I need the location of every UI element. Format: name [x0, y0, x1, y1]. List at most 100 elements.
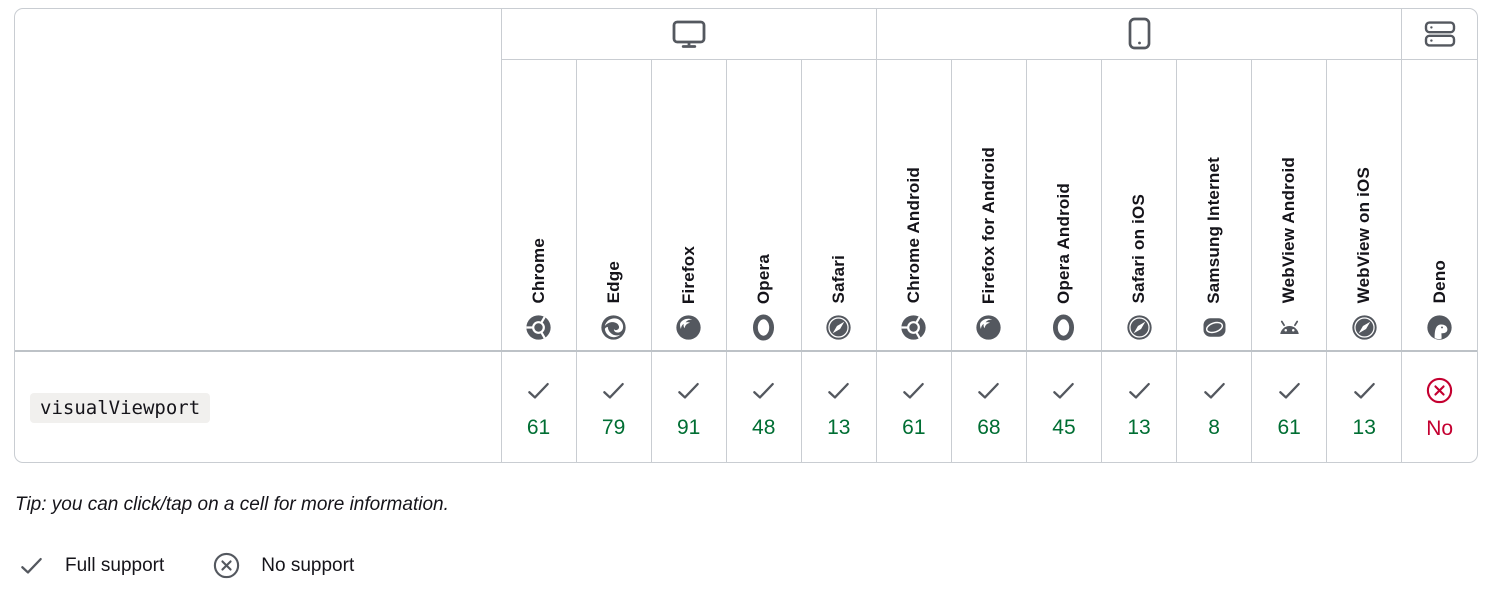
support-cell-webview-android[interactable]: 61 [1251, 351, 1327, 462]
check-icon [1201, 377, 1228, 404]
cross-circle-icon [212, 551, 241, 580]
support-cell-safari-on-ios[interactable]: 13 [1100, 351, 1177, 462]
check-icon [525, 377, 552, 404]
support-version: 45 [1052, 416, 1076, 439]
platform-group-server [1401, 9, 1477, 60]
support-cell-firefox-for-android[interactable]: 68 [950, 351, 1027, 462]
corner-cell [15, 9, 501, 352]
browser-column-chrome-android: Chrome Android [875, 59, 952, 352]
browser-column-opera: Opera [725, 59, 802, 352]
browser-column-safari-on-ios: Safari on iOS [1100, 59, 1177, 352]
feature-support-row: visualViewport 61 79 91 48 13 61 68 45 13 8 61 13 No [15, 351, 1477, 462]
cross-circle-icon [1425, 376, 1454, 405]
browser-label: Chrome [528, 238, 548, 304]
browser-label: Chrome Android [903, 167, 923, 304]
check-icon [600, 377, 627, 404]
check-icon [825, 377, 852, 404]
support-cell-deno[interactable]: No [1401, 351, 1477, 462]
support-version: 8 [1208, 416, 1220, 439]
support-yes: 61 [1252, 377, 1326, 438]
browser-column-chrome: Chrome [500, 59, 577, 352]
legend-item-no-support: No support [212, 551, 354, 580]
support-cell-edge[interactable]: 79 [575, 351, 652, 462]
support-cell-safari[interactable]: 13 [800, 351, 877, 462]
support-cell-samsung-internet[interactable]: 8 [1176, 351, 1252, 462]
browser-column-webview-android: WebView Android [1251, 59, 1327, 352]
browser-column-firefox: Firefox [650, 59, 727, 352]
support-yes: 61 [502, 377, 576, 438]
support-yes: 79 [577, 377, 651, 438]
platform-server-wrap [1424, 20, 1456, 48]
browser-header-firefox-for-android: Firefox for Android [952, 60, 1026, 350]
support-yes: 13 [1327, 377, 1401, 438]
browser-header-safari: Safari [802, 60, 876, 350]
browser-label: Firefox [678, 245, 698, 304]
samsung-icon [1201, 314, 1228, 341]
support-cell-webview-on-ios[interactable]: 13 [1326, 351, 1402, 462]
browser-compat-table: Chrome Edge Firefox Opera Safari Chrome Andro… [15, 9, 1477, 462]
support-cell-chrome[interactable]: 61 [500, 351, 577, 462]
browser-column-webview-on-ios: WebView on iOS [1326, 59, 1402, 352]
chrome-icon [525, 314, 552, 341]
support-version: No [1426, 417, 1454, 440]
check-icon [1050, 377, 1077, 404]
safari-icon [825, 314, 852, 341]
browser-header-webview-on-ios: WebView on iOS [1327, 60, 1401, 350]
platform-group-desktop [500, 9, 877, 60]
support-version: 13 [1127, 416, 1151, 439]
support-yes: 8 [1177, 377, 1251, 438]
legend-item-full-support: Full support [18, 552, 164, 579]
support-yes: 68 [952, 377, 1026, 438]
browser-header-samsung-internet: Samsung Internet [1177, 60, 1251, 350]
feature-name-cell: visualViewport [15, 351, 501, 462]
opera-icon [1050, 314, 1077, 341]
browser-header-opera: Opera [727, 60, 801, 350]
support-cell-firefox[interactable]: 91 [650, 351, 727, 462]
browser-column-opera-android: Opera Android [1025, 59, 1102, 352]
support-version: 79 [601, 416, 626, 439]
safari-icon [1126, 314, 1153, 341]
support-cell-opera[interactable]: 48 [725, 351, 802, 462]
browser-label: Samsung Internet [1204, 156, 1224, 304]
browser-header-row: Chrome Edge Firefox Opera Safari Chrome Andro… [15, 59, 1477, 352]
browser-header-chrome: Chrome [502, 60, 576, 350]
browser-header-safari-on-ios: Safari on iOS [1102, 60, 1176, 350]
browser-header-chrome-android: Chrome Android [877, 60, 951, 350]
safari-icon [1351, 314, 1378, 341]
legend-label-full-support: Full support [65, 554, 165, 576]
check-icon [750, 377, 777, 404]
platform-mobile-wrap [1128, 17, 1151, 50]
support-version: 68 [977, 416, 1001, 439]
support-cell-opera-android[interactable]: 45 [1025, 351, 1102, 462]
firefox-icon [975, 314, 1002, 341]
support-no: No [1402, 376, 1477, 439]
check-icon [18, 552, 45, 579]
support-yes: 61 [877, 377, 951, 438]
edge-icon [600, 314, 627, 341]
deno-icon [1426, 314, 1453, 341]
support-yes: 13 [802, 377, 876, 438]
support-yes: 91 [652, 377, 726, 438]
support-version: 61 [1277, 416, 1301, 439]
check-icon [1276, 377, 1303, 404]
support-version: 61 [526, 416, 551, 439]
browser-column-edge: Edge [575, 59, 652, 352]
browser-label: Deno [1429, 260, 1449, 304]
android-icon [1275, 314, 1304, 341]
browser-column-samsung-internet: Samsung Internet [1176, 59, 1252, 352]
browser-compat-table-container: Chrome Edge Firefox Opera Safari Chrome Andro… [14, 8, 1478, 463]
desktop-icon [672, 19, 706, 49]
browser-label: WebView Android [1279, 157, 1299, 304]
browser-header-firefox: Firefox [652, 60, 726, 350]
browser-label: Safari [828, 255, 848, 304]
support-legend: Full support No support [18, 551, 354, 580]
support-version: 13 [1352, 416, 1376, 439]
browser-header-webview-android: WebView Android [1252, 60, 1326, 350]
browser-label: Opera Android [1053, 182, 1073, 304]
browser-label: Edge [603, 261, 623, 304]
support-yes: 48 [727, 377, 801, 438]
support-cell-chrome-android[interactable]: 61 [875, 351, 952, 462]
platform-header-row [15, 9, 1477, 352]
feature-code: visualViewport [30, 392, 211, 423]
